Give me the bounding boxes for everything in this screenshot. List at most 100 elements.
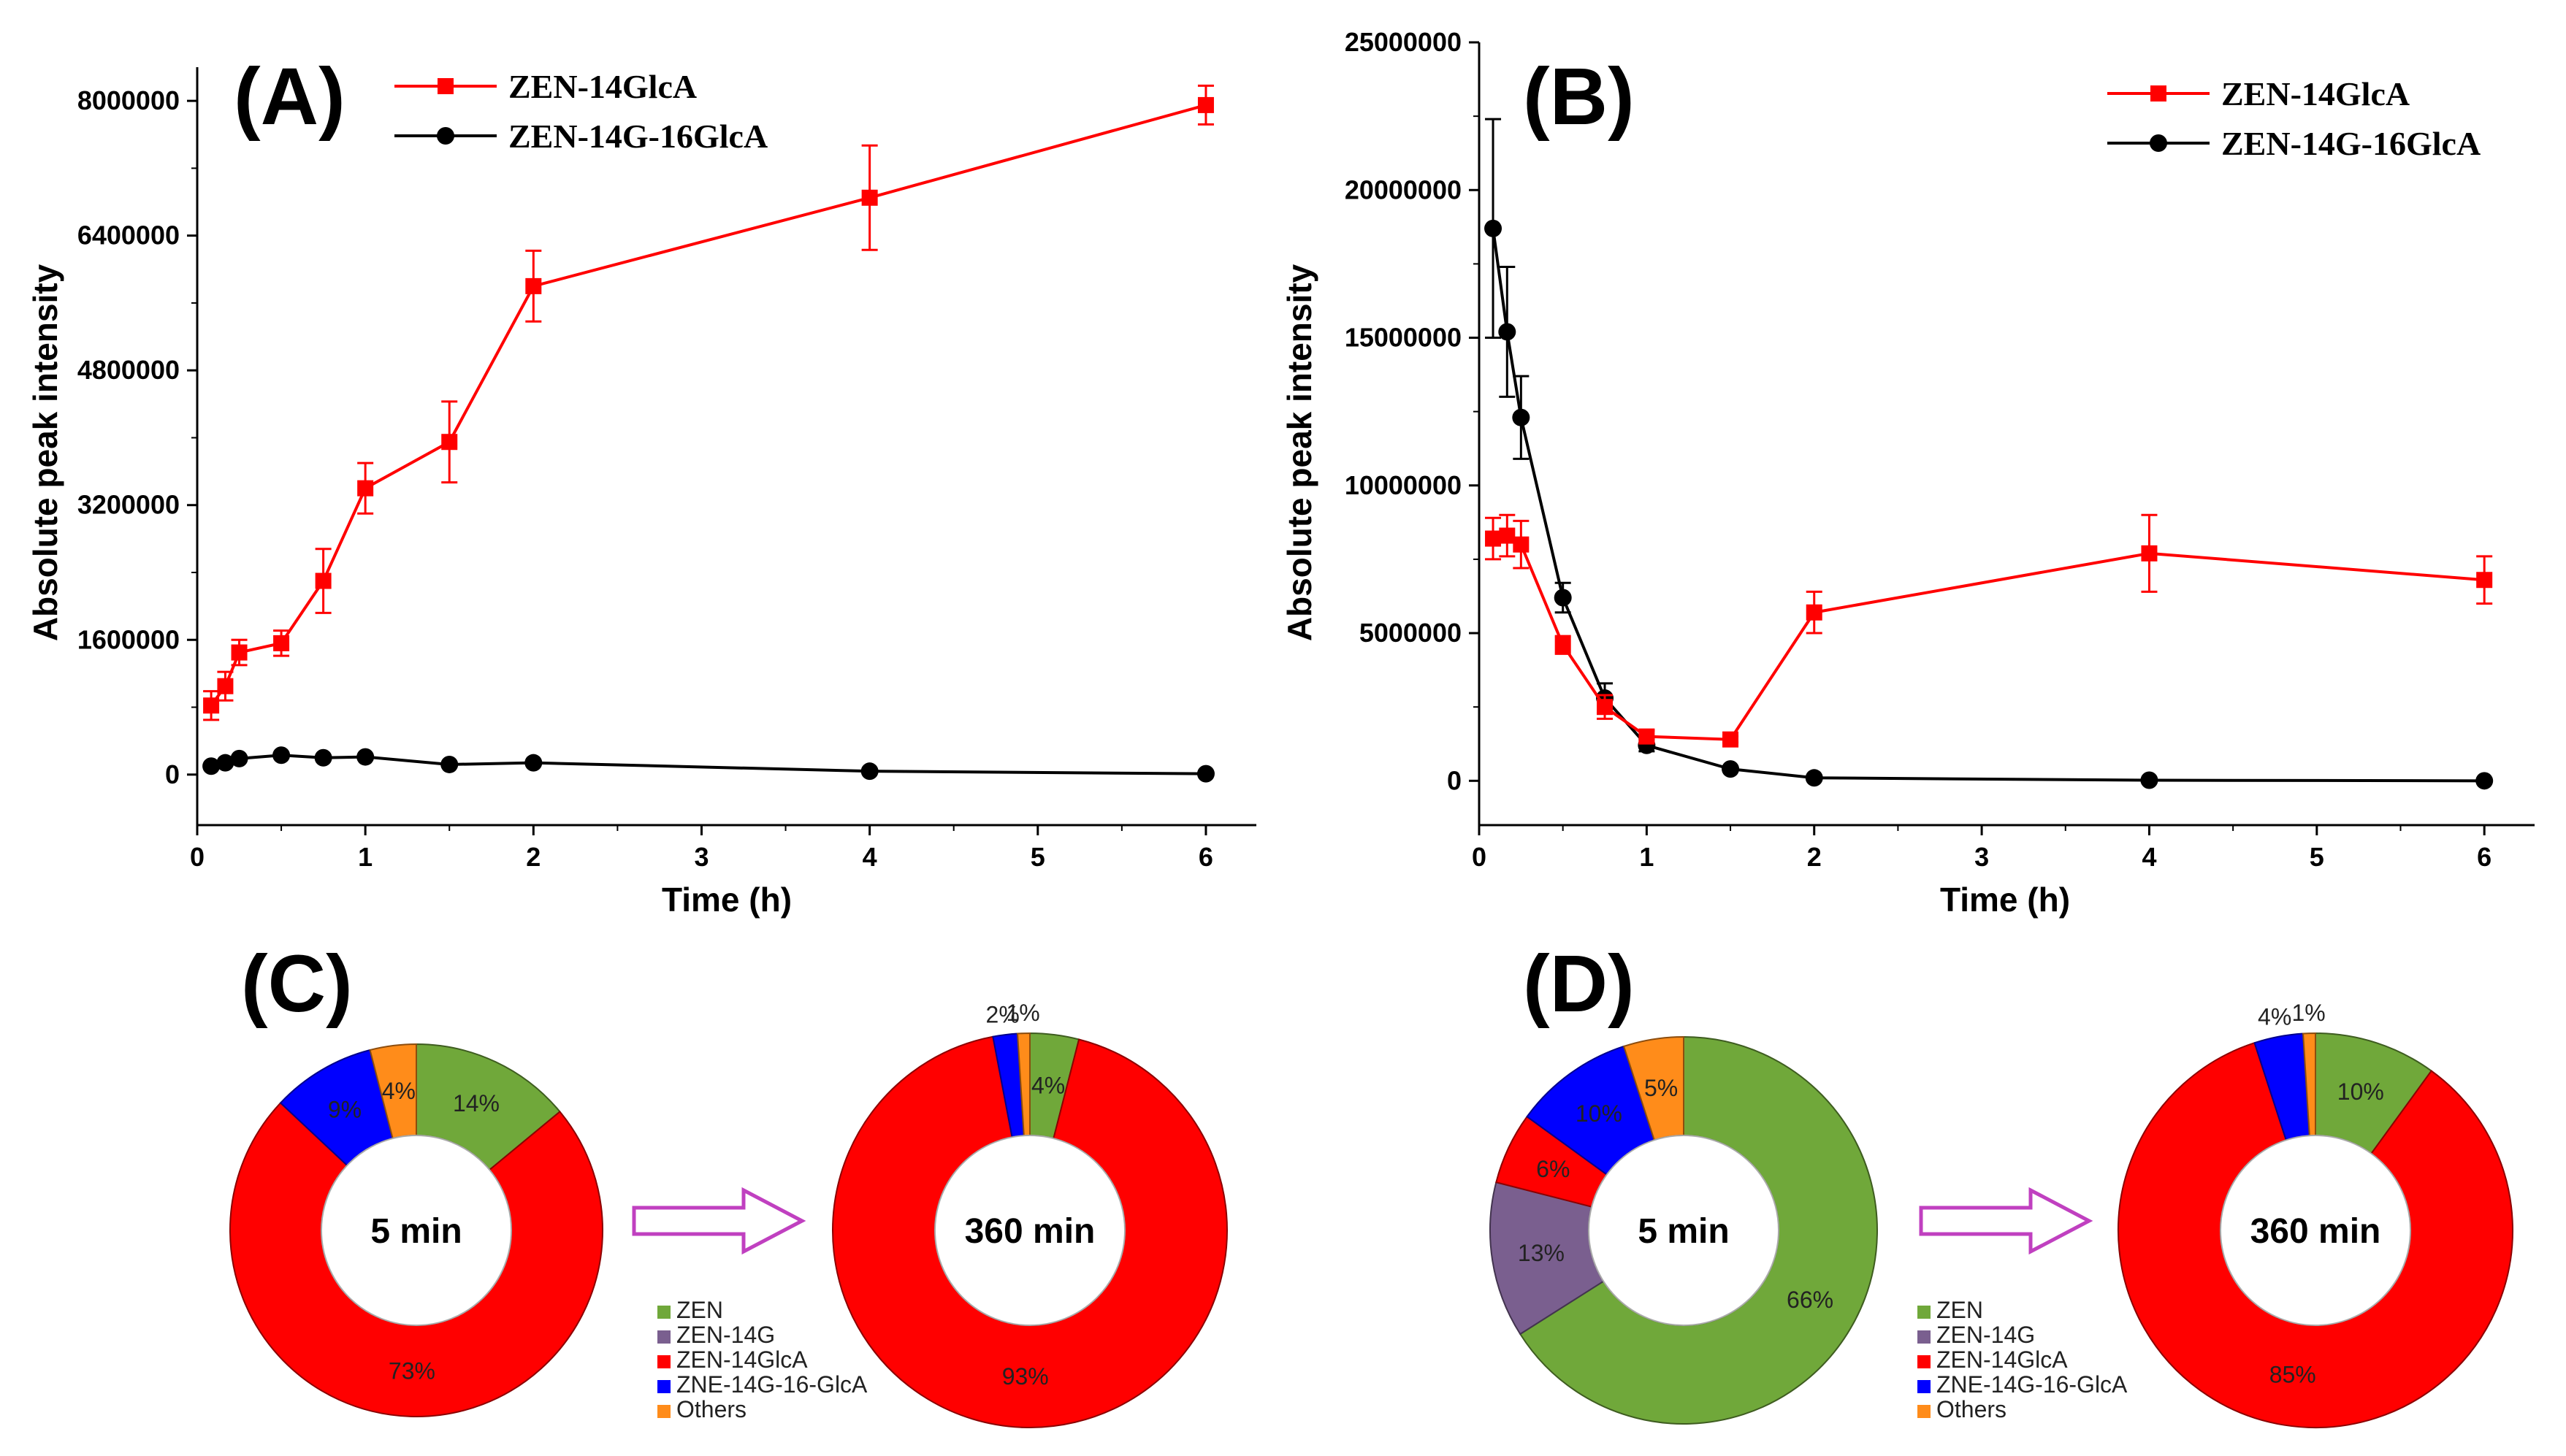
- donut-slice-label: 5%: [1644, 1075, 1678, 1101]
- data-point: [1197, 96, 1214, 113]
- pie-legend-label: ZEN-14G: [1936, 1322, 2035, 1348]
- donut-slice-label: 1%: [2292, 1000, 2326, 1026]
- donut-hole: [1588, 1135, 1779, 1326]
- panel-d-donut-charts: (D) 66% 13% 6% 10% 5% 5 min 10% 85% 4% 1% 360 min…: [1489, 939, 2513, 1428]
- donut-hole: [2220, 1135, 2411, 1326]
- pie-legend-label: Others: [676, 1396, 746, 1422]
- donut-center-label: 360 min: [965, 1212, 1096, 1251]
- donut-hole: [934, 1135, 1126, 1326]
- series-ZEN-14GlcA: [203, 84, 1214, 721]
- data-point: [861, 189, 878, 206]
- donut-hole: [321, 1135, 512, 1326]
- donut-slice-label: 9%: [328, 1096, 362, 1122]
- data-point: [315, 572, 332, 589]
- arrow-shape: [632, 1187, 806, 1255]
- panel-a-line-chart: (A) Absolute peak intensity Time (h) 0 1 2…: [26, 52, 1256, 919]
- data-point: [230, 749, 248, 767]
- x-tick-label: 4: [863, 842, 877, 872]
- data-point: [2476, 572, 2493, 589]
- y-tick-label: 0: [165, 759, 180, 789]
- data-point: [441, 434, 458, 451]
- panel-b-ticks: 0 1 2 3 4 5 6 0 5000000 10000000 15000000 20000000 2…: [1345, 27, 2491, 872]
- panel-b-series: [1484, 118, 2494, 790]
- panel-c-pie-legend: ZENZEN-14GZEN-14GlcAZNE-14G-16-GlcAOther…: [657, 1297, 868, 1422]
- legend-marker: [438, 78, 454, 94]
- data-point: [2141, 545, 2158, 562]
- data-point: [202, 757, 221, 775]
- pie-legend-swatch: [657, 1306, 671, 1319]
- y-tick-label: 25000000: [1345, 27, 1462, 57]
- panel-d-label: (D): [1523, 939, 1635, 1029]
- panel-b-y-axis-title: Absolute peak intensity: [1280, 264, 1318, 641]
- pie-legend-label: ZEN: [1936, 1297, 1983, 1323]
- panel-d-pie-legend: ZENZEN-14GZEN-14GlcAZNE-14G-16-GlcAOther…: [1917, 1297, 2128, 1422]
- data-point: [217, 678, 234, 694]
- panel-b-legend: ZEN-14GlcA ZEN-14G-16GlcA: [2107, 75, 2481, 162]
- donut-slice-label: 10%: [1576, 1100, 1622, 1127]
- data-point: [357, 480, 374, 497]
- x-tick-label: 6: [1199, 842, 1213, 872]
- data-point: [1499, 527, 1516, 544]
- data-point: [203, 697, 220, 714]
- y-tick-label: 1600000: [77, 624, 180, 654]
- series-line: [210, 103, 1207, 707]
- x-tick-label: 1: [1639, 842, 1654, 872]
- x-tick-label: 3: [694, 842, 709, 872]
- panel-d-donut-5min: 66% 13% 6% 10% 5% 5 min: [1489, 1035, 1878, 1425]
- panel-a-x-axis-title: Time (h): [662, 881, 792, 919]
- panel-d-donut-360min: 10% 85% 4% 1% 360 min: [2117, 1000, 2513, 1428]
- data-point: [1498, 323, 1516, 341]
- data-point: [1485, 530, 1502, 547]
- x-tick-label: 1: [358, 842, 373, 872]
- panel-b-line-chart: (B) Absolute peak intensity Time (h) 0 1 2…: [1280, 27, 2535, 919]
- data-point: [314, 748, 332, 767]
- pie-legend-swatch: [1917, 1380, 1931, 1393]
- panel-a-y-axis-title: Absolute peak intensity: [26, 264, 64, 641]
- x-tick-label: 0: [1472, 842, 1486, 872]
- data-point: [2475, 772, 2494, 790]
- pie-legend-label: ZEN-14GlcA: [1936, 1346, 2068, 1373]
- pie-legend-swatch: [1917, 1306, 1931, 1319]
- panel-a-ticks: 0 1 2 3 4 5 6 0 1600000 3200000 4800000 6400000 8000…: [77, 85, 1213, 872]
- y-tick-label: 20000000: [1345, 175, 1462, 204]
- legend-label: ZEN-14G-16GlcA: [2221, 125, 2481, 162]
- data-point: [231, 644, 248, 661]
- series-ZEN-14GlcA: [1485, 513, 2493, 748]
- x-tick-label: 0: [190, 842, 205, 872]
- data-point: [524, 754, 543, 772]
- donut-slice-label: 73%: [389, 1357, 435, 1384]
- panel-a-axes: [196, 67, 1256, 827]
- donut-center-label: 5 min: [370, 1212, 462, 1251]
- donut-slice-label: 13%: [1518, 1240, 1565, 1266]
- legend-label: ZEN-14GlcA: [508, 68, 697, 105]
- y-tick-label: 5000000: [1359, 618, 1462, 648]
- data-point: [1512, 408, 1530, 426]
- y-tick-label: 6400000: [77, 221, 180, 250]
- pie-legend-label: ZEN-14GlcA: [676, 1346, 808, 1373]
- y-tick-label: 4800000: [77, 355, 180, 385]
- donut-slice-label: 85%: [2269, 1362, 2316, 1388]
- data-point: [2140, 771, 2158, 789]
- pie-legend-swatch: [657, 1330, 671, 1344]
- donut-slice-label: 1%: [1007, 1000, 1040, 1026]
- panel-a-legend: ZEN-14GlcA ZEN-14G-16GlcA: [394, 68, 768, 155]
- x-tick-label: 2: [1807, 842, 1822, 872]
- x-tick-label: 5: [2310, 842, 2324, 872]
- data-point: [1638, 728, 1655, 745]
- x-tick-label: 5: [1031, 842, 1045, 872]
- donut-slice-label: 14%: [453, 1090, 500, 1116]
- data-point: [440, 755, 459, 773]
- legend-marker: [437, 127, 454, 145]
- pie-legend-swatch: [1917, 1355, 1931, 1368]
- pie-legend-swatch: [657, 1380, 671, 1393]
- data-point: [525, 277, 542, 294]
- donut-center-label: 5 min: [1638, 1212, 1729, 1251]
- data-point: [1722, 731, 1739, 748]
- data-point: [1806, 604, 1822, 621]
- x-tick-label: 4: [2142, 842, 2156, 872]
- panel-a-series: [202, 84, 1215, 783]
- x-tick-label: 6: [2477, 842, 2491, 872]
- panel-b-axes: [1478, 42, 2535, 827]
- data-point: [272, 746, 291, 765]
